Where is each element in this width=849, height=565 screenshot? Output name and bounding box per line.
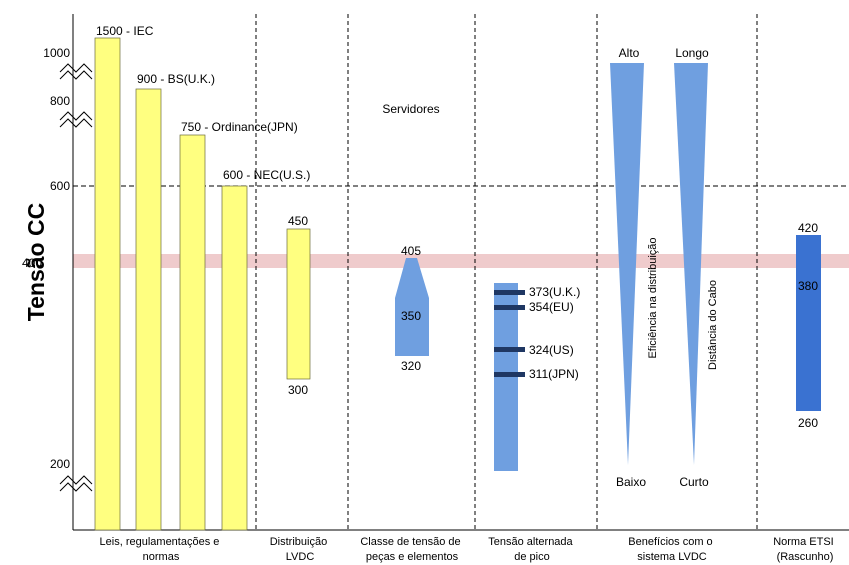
y-tick-1000: 1000 (43, 46, 70, 60)
mark-us (494, 347, 525, 352)
cable-top-label: Longo (675, 46, 709, 60)
servers-bottom-value: 320 (401, 359, 421, 373)
cable-title: Distância do Cabo (707, 280, 719, 370)
ac-peak-marks (494, 290, 525, 377)
bar-bs-uk (135, 88, 162, 531)
bar-label-nec-us: 600 - NEC(U.S.) (223, 168, 310, 182)
etsi-mid-value: 380 (798, 279, 818, 293)
mark-label-uk: 373(U.K.) (529, 285, 580, 299)
y-tick-800: 800 (50, 94, 70, 108)
etsi-bottom-value: 260 (798, 416, 818, 430)
axis-breaks (59, 63, 93, 492)
lvdc-range-bar (286, 228, 311, 380)
axis-break-200 (59, 475, 93, 485)
axis-break-200 (59, 482, 93, 492)
y-tick-400: 400 (22, 256, 42, 270)
lvdc-bottom-value: 300 (288, 383, 308, 397)
servers-label: Servidores (382, 102, 439, 116)
lvdc-top-value: 450 (288, 214, 308, 228)
cable-bottom-label: Curto (679, 475, 709, 489)
column-caption-ac-peak: Tensão alternada de pico (488, 536, 575, 563)
column-caption-benefits: Benefícios com o sistema LVDC (628, 536, 715, 563)
column-caption-parts: Classe de tensão de peças e elementos (360, 536, 463, 563)
column-separators (255, 14, 758, 530)
mark-label-eu: 354(EU) (529, 300, 574, 314)
column-caption-lvdc: Distribuição LVDC (270, 536, 331, 563)
y-tick-200: 200 (50, 457, 70, 471)
servers-range-shape (395, 258, 429, 356)
efficiency-top-label: Alto (619, 46, 640, 60)
bar-ordinance-jpn (179, 134, 206, 531)
mark-jpn (494, 372, 525, 377)
column-caption-etsi: Norma ETSI (Rascunho) (773, 536, 837, 563)
efficiency-triangle (610, 63, 644, 465)
mark-eu (494, 305, 525, 310)
axis-break-1000 (59, 70, 93, 80)
mark-uk (494, 290, 525, 295)
bar-label-iec: 1500 - IEC (96, 24, 154, 38)
bar-nec-us (221, 185, 248, 531)
bar-label-ordinance-jpn: 750 - Ordinance(JPN) (181, 120, 298, 134)
mark-label-us: 324(US) (529, 343, 574, 357)
bar-iec (94, 37, 121, 531)
column-caption-laws: Leis, regulamentações e normas (100, 536, 223, 563)
cable-triangle (674, 63, 708, 465)
band-400v (73, 254, 849, 268)
efficiency-title: Eficiência na distribuição (647, 237, 659, 358)
efficiency-bottom-label: Baixo (616, 475, 646, 489)
axis-break-800 (59, 111, 93, 121)
laws-bars (94, 37, 248, 531)
servers-mid-value: 350 (401, 309, 421, 323)
y-axis-title: Tensão CC (23, 203, 49, 321)
axis-break-800 (59, 118, 93, 128)
axis-break-1000 (59, 63, 93, 73)
mark-label-jpn: 311(JPN) (529, 367, 579, 381)
servers-top-value: 405 (401, 244, 421, 258)
y-tick-600: 600 (50, 179, 70, 193)
bar-label-bs-uk: 900 - BS(U.K.) (137, 72, 215, 86)
etsi-top-value: 420 (798, 221, 818, 235)
etsi-range-bar (796, 235, 821, 411)
